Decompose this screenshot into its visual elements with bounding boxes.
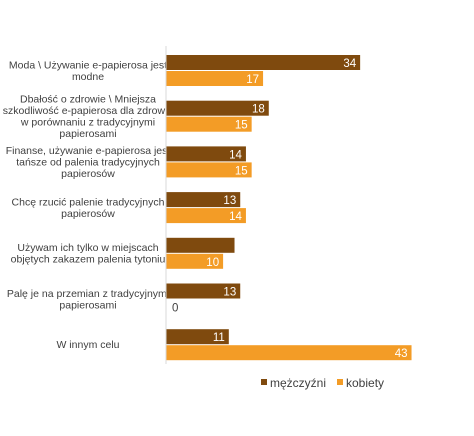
bar-women — [166, 253, 224, 269]
legend-label-women: kobiety — [346, 376, 384, 390]
bar-men — [166, 55, 361, 70]
legend-label-men: mężczyźni — [270, 376, 326, 390]
data-label: 14 — [229, 149, 242, 161]
category-label: W innym celu — [56, 339, 119, 351]
category-label: Palę je na przemian z tradycyjnymi — [7, 288, 169, 300]
category-label: Moda \ Używanie e-papierosa jest — [9, 59, 167, 71]
category-label: modne — [72, 71, 104, 83]
data-label: 34 — [343, 58, 356, 70]
bar-women — [166, 208, 246, 224]
data-label: 13 — [223, 195, 236, 207]
bars — [166, 55, 412, 361]
bar-women — [166, 162, 252, 178]
bar-men — [166, 329, 229, 345]
data-label: 11 — [213, 332, 225, 344]
data-label: 13 — [223, 287, 236, 299]
category-label: papierosów — [61, 208, 115, 220]
data-label: 17 — [246, 74, 259, 86]
bar-men — [166, 146, 246, 162]
category-label: Finanse, używanie e-papierosa jest — [6, 145, 171, 157]
category-label: Dbałość o zdrowie \ Mniejsza — [20, 93, 156, 105]
legend-swatch-men — [261, 379, 267, 385]
data-label: 15 — [235, 165, 248, 177]
category-label: Chcę rzucić palenie tradycyjnych — [12, 196, 165, 208]
bar-men — [166, 283, 241, 299]
data-label: 14 — [229, 211, 242, 223]
category-label: w porównaniu z tradycyjnymi — [20, 116, 155, 128]
category-label: Używam ich tylko w miejscach — [17, 242, 158, 254]
category-label: papierosami — [59, 128, 116, 140]
category-label: papierosów — [61, 168, 115, 180]
data-label: 18 — [252, 104, 265, 116]
category-label: tańsze od palenia tradycyjnych — [16, 156, 160, 168]
category-label: szkodliwość e-papierosa dla zdrowia — [3, 105, 174, 117]
bar-men — [166, 100, 269, 116]
value-labels: 34 17 18 15 14 15 13 14 10 13 0 11 43 — [172, 58, 408, 360]
legend: mężczyźni kobiety — [261, 376, 384, 390]
data-label: 15 — [235, 120, 248, 132]
data-label: 0 — [172, 303, 178, 315]
bar-men — [166, 237, 235, 253]
data-label: 10 — [206, 257, 219, 269]
category-label: objętych zakazem palenia tytoniu — [11, 254, 166, 266]
legend-swatch-women — [337, 379, 343, 385]
bar-men — [166, 192, 241, 208]
bar-women — [166, 116, 252, 132]
category-label: papierosami — [59, 299, 116, 311]
data-label: 43 — [395, 348, 408, 360]
bar-women — [166, 71, 264, 86]
bar-women — [166, 345, 412, 361]
